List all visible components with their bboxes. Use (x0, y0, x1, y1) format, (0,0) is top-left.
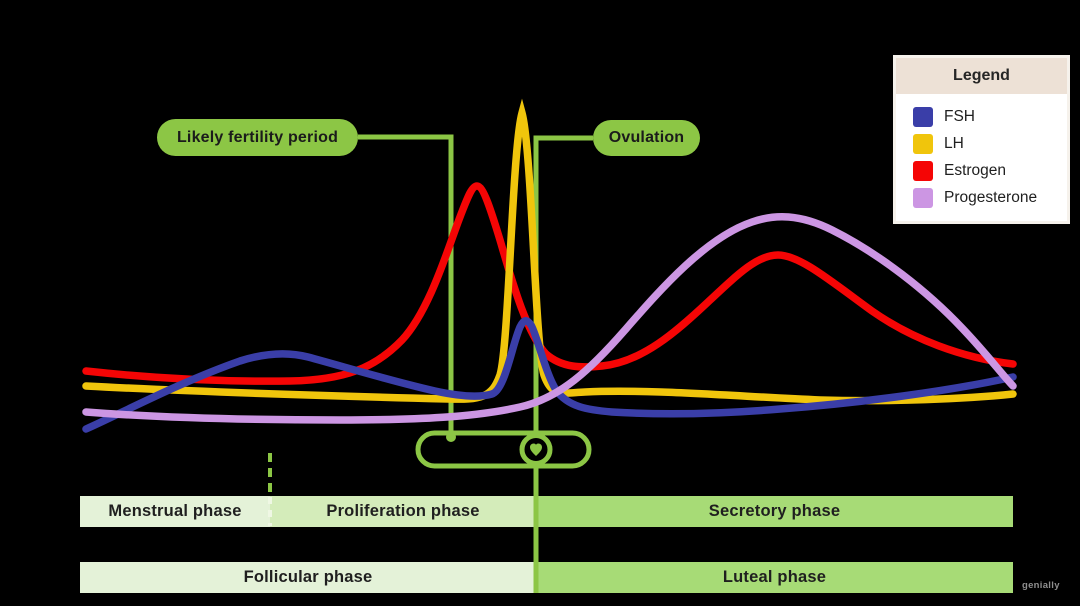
phase-proliferation-label: Proliferation phase (326, 502, 480, 520)
phase-follicular: Follicular phase (80, 562, 536, 593)
phase-follicular-label: Follicular phase (243, 568, 373, 586)
legend-label-fsh: FSH (944, 107, 975, 125)
legend-item-estrogen: Estrogen (913, 157, 1057, 184)
phase-menstrual-label: Menstrual phase (108, 502, 242, 520)
legend-item-lh: LH (913, 130, 1057, 157)
legend-title: Legend (953, 67, 1010, 84)
legend-item-progesterone: Progesterone (913, 184, 1057, 211)
estrogen-swatch-icon (913, 160, 933, 181)
phase-luteal: Luteal phase (536, 562, 1013, 593)
fertility-period-label: Likely fertility period (176, 128, 339, 146)
fertility-connector-line (358, 134, 454, 433)
progesterone-curve (82, 213, 1017, 424)
fsh-curve (82, 317, 1017, 433)
phase-luteal-label: Luteal phase (722, 568, 827, 586)
lh-swatch-icon (913, 133, 933, 154)
phase-secretory: Secretory phase (536, 496, 1013, 527)
lh-curve (82, 98, 1017, 405)
legend-label-lh: LH (944, 134, 964, 152)
legend-item-fsh: FSH (913, 103, 1057, 130)
phase-secretory-label: Secretory phase (708, 502, 841, 520)
ovulation-pill: Ovulation (593, 120, 700, 156)
legend-body: FSH LH Estrogen Progesterone (896, 94, 1067, 221)
progesterone-swatch-icon (913, 187, 933, 208)
legend: Legend FSH LH Estrogen Progesterone (893, 55, 1070, 224)
estrogen-curve (82, 182, 1017, 385)
legend-label-progesterone: Progesterone (944, 188, 1038, 206)
fertility-period-pill: Likely fertility period (157, 119, 358, 156)
legend-label-estrogen: Estrogen (944, 161, 1007, 179)
ovulation-label: Ovulation (608, 129, 685, 146)
fertility-window-outline (415, 430, 592, 469)
watermark: genially (1022, 580, 1060, 591)
fsh-swatch-icon (913, 106, 933, 127)
phase-menstrual: Menstrual phase (80, 496, 270, 527)
ovum-icon (530, 443, 542, 456)
phase-proliferation: Proliferation phase (270, 496, 536, 527)
legend-header: Legend (896, 58, 1067, 94)
